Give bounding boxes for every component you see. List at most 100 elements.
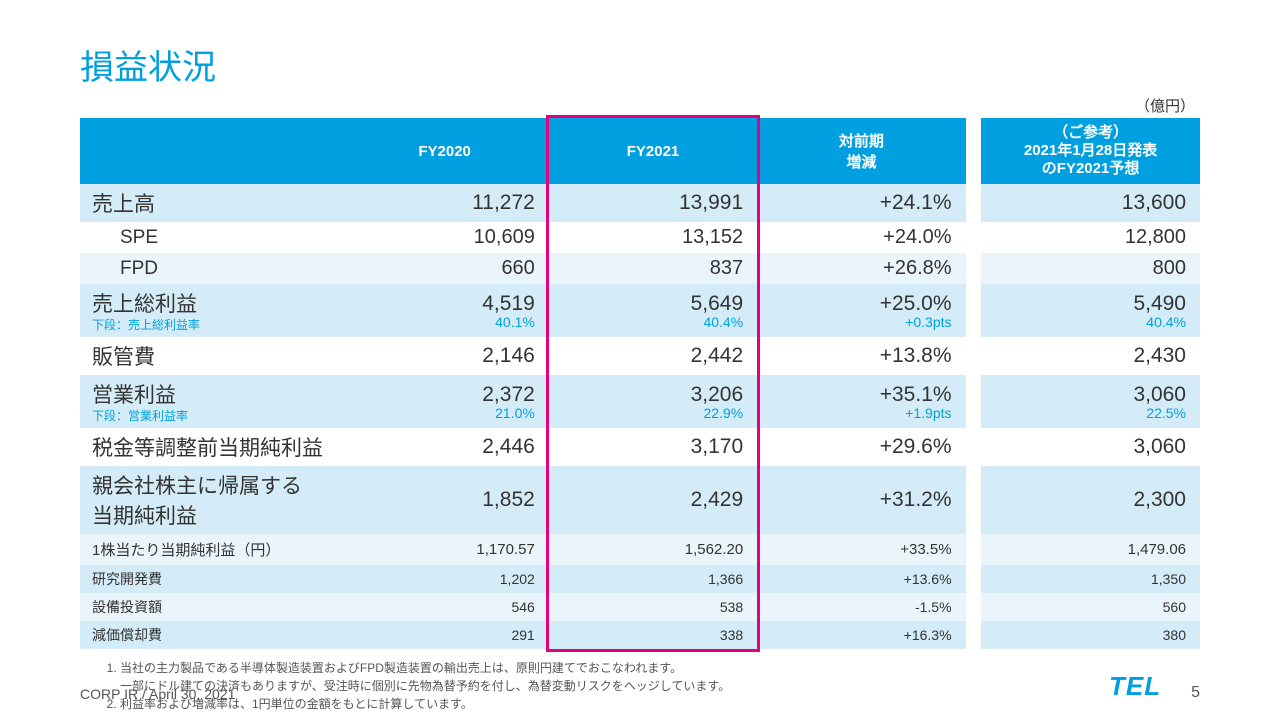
cell-ref: 3,06022.5% (981, 375, 1200, 428)
th-ref-l2: 2021年1月28日発表 (1024, 142, 1157, 159)
cell-fy2020: 291 (340, 621, 548, 649)
cell-gap (966, 621, 982, 649)
cell-delta: +31.2% (757, 466, 965, 534)
cell-ref-sub: 40.4% (991, 314, 1186, 330)
cell-gap (966, 466, 982, 534)
cell-delta: +25.0%+0.3pts (757, 284, 965, 337)
th-gap (966, 118, 982, 184)
cell-fy2021: 5,64940.4% (549, 284, 757, 337)
cell-fy2020: 2,37221.0% (340, 375, 548, 428)
cell-fy2020-sub: 21.0% (350, 405, 534, 421)
cell-fy2020: 2,146 (340, 337, 548, 375)
cell-fy2021: 338 (549, 621, 757, 649)
table-row: 販管費2,1462,442+13.8%2,430 (80, 337, 1200, 375)
cell-gap (966, 593, 982, 621)
unit-label: （億円） (80, 95, 1200, 116)
table-row: 売上高11,27213,991+24.1% 13,600 (80, 184, 1200, 222)
table-row: 設備投資額546538-1.5%560 (80, 593, 1200, 621)
cell-fy2021: 538 (549, 593, 757, 621)
table-row: SPE10,60913,152+24.0% 12,800 (80, 222, 1200, 253)
cell-fy2021: 3,20622.9% (549, 375, 757, 428)
cell-fy2020: 11,272 (340, 184, 548, 222)
cell-fy2020: 660 (340, 253, 548, 284)
row-label: 売上総利益下段：売上総利益率 (80, 284, 340, 337)
cell-fy2020: 1,202 (340, 565, 548, 593)
cell-gap (966, 284, 982, 337)
row-label: SPE (80, 222, 340, 253)
th-ref-l1: （ご参考） (1053, 124, 1128, 141)
row-label: 1株当たり当期純利益（円） (80, 534, 340, 565)
page-number: 5 (1191, 684, 1200, 702)
row-label-sub: 下段：営業利益率 (92, 407, 326, 424)
slide: 損益状況 （億円） FY2020 FY2021 対前期 増減 （ご参考） 202… (0, 0, 1280, 720)
header-row: FY2020 FY2021 対前期 増減 （ご参考） 2021年1月28日発表 … (80, 118, 1200, 184)
row-label: 親会社株主に帰属する 当期純利益 (80, 466, 340, 534)
cell-fy2021-sub: 40.4% (559, 314, 743, 330)
cell-ref: 800 (981, 253, 1200, 284)
cell-ref: 13,600 (981, 184, 1200, 222)
cell-fy2021: 837 (549, 253, 757, 284)
cell-fy2021: 1,562.20 (549, 534, 757, 565)
footer-right: TEL 5 (1109, 671, 1200, 702)
row-label: 税金等調整前当期純利益 (80, 428, 340, 466)
cell-delta-sub: +0.3pts (767, 314, 951, 330)
th-fy2021: FY2021 (549, 118, 757, 184)
cell-ref: 2,300 (981, 466, 1200, 534)
row-label: 売上高 (80, 184, 340, 222)
cell-ref: 560 (981, 593, 1200, 621)
cell-fy2021: 3,170 (549, 428, 757, 466)
cell-delta: +16.3% (757, 621, 965, 649)
th-ref-l3: のFY2021予想 (1042, 160, 1140, 177)
cell-delta: +33.5% (757, 534, 965, 565)
table-body: 売上高11,27213,991+24.1%13,600SPE10,60913,1… (80, 184, 1200, 649)
cell-ref-sub: 22.5% (991, 405, 1186, 421)
cell-fy2020: 1,852 (340, 466, 548, 534)
cell-delta: +35.1%+1.9pts (757, 375, 965, 428)
row-label-sub: 下段：売上総利益率 (92, 316, 326, 333)
cell-gap (966, 222, 982, 253)
cell-delta-sub: +1.9pts (767, 405, 951, 421)
cell-fy2021: 1,366 (549, 565, 757, 593)
row-label: 販管費 (80, 337, 340, 375)
table-row: 親会社株主に帰属する 当期純利益1,8522,429+31.2%2,300 (80, 466, 1200, 534)
cell-fy2020: 10,609 (340, 222, 548, 253)
table-row: 売上総利益下段：売上総利益率4,51940.1%5,64940.4%+25.0%… (80, 284, 1200, 337)
cell-ref: 3,060 (981, 428, 1200, 466)
cell-delta: +24.0% (757, 222, 965, 253)
cell-gap (966, 337, 982, 375)
cell-gap (966, 184, 982, 222)
cell-fy2020: 2,446 (340, 428, 548, 466)
cell-ref: 5,49040.4% (981, 284, 1200, 337)
cell-fy2020: 4,51940.1% (340, 284, 548, 337)
cell-ref: 12,800 (981, 222, 1200, 253)
logo: TEL (1109, 671, 1161, 702)
cell-gap (966, 253, 982, 284)
cell-delta: +26.8% (757, 253, 965, 284)
table-row: 1株当たり当期純利益（円）1,170.571,562.20+33.5%1,479… (80, 534, 1200, 565)
table-row: 営業利益下段：営業利益率2,37221.0%3,20622.9%+35.1%+1… (80, 375, 1200, 428)
cell-ref: 1,350 (981, 565, 1200, 593)
row-label: 設備投資額 (80, 593, 340, 621)
cell-fy2021: 13,991 (549, 184, 757, 222)
cell-fy2020: 1,170.57 (340, 534, 548, 565)
cell-delta: +13.6% (757, 565, 965, 593)
cell-gap (966, 534, 982, 565)
row-label: FPD (80, 253, 340, 284)
cell-fy2021: 2,429 (549, 466, 757, 534)
cell-delta: +24.1% (757, 184, 965, 222)
cell-delta: +13.8% (757, 337, 965, 375)
cell-fy2021-sub: 22.9% (559, 405, 743, 421)
cell-delta: -1.5% (757, 593, 965, 621)
table-row: FPD660837+26.8% 800 (80, 253, 1200, 284)
row-label: 営業利益下段：営業利益率 (80, 375, 340, 428)
row-label: 研究開発費 (80, 565, 340, 593)
th-ref: （ご参考） 2021年1月28日発表 のFY2021予想 (981, 118, 1200, 184)
cell-ref: 380 (981, 621, 1200, 649)
cell-fy2021: 13,152 (549, 222, 757, 253)
table-row: 研究開発費1,2021,366+13.6% 1,350 (80, 565, 1200, 593)
cell-delta: +29.6% (757, 428, 965, 466)
footer: CORP IR / April 30, 2021 TEL 5 (80, 671, 1200, 702)
th-blank (80, 118, 340, 184)
page-title: 損益状況 (80, 40, 1200, 89)
cell-fy2021: 2,442 (549, 337, 757, 375)
